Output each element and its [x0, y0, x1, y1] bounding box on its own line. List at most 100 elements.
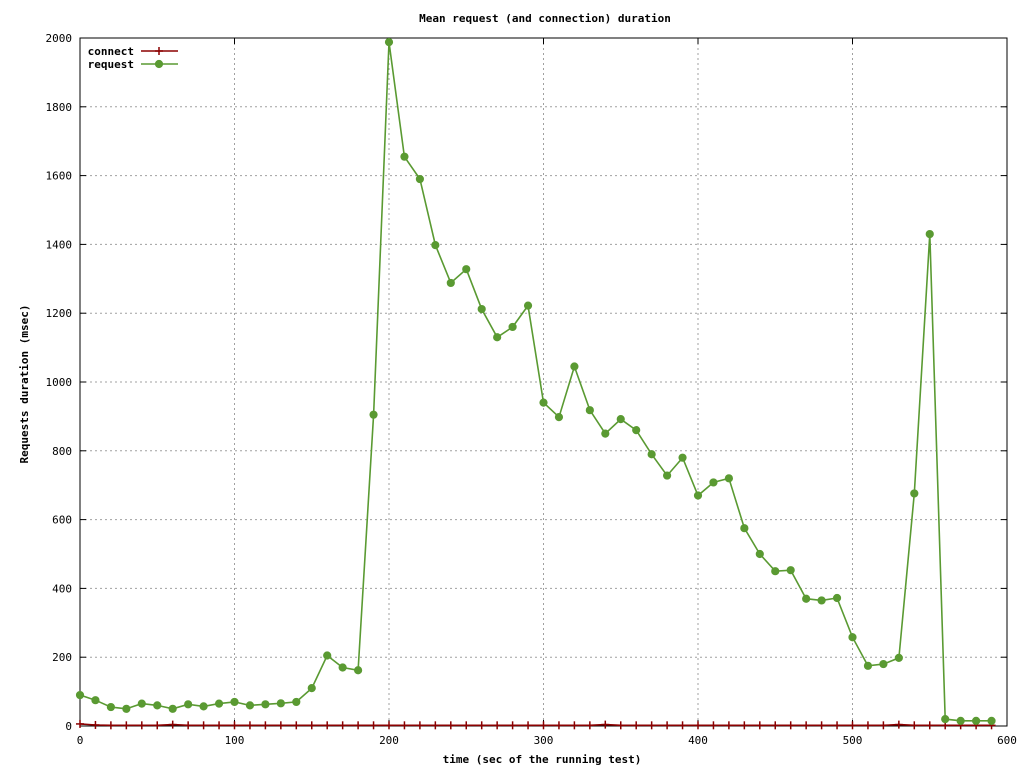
data-point-request: [972, 716, 981, 725]
data-point-connect: [446, 721, 455, 730]
data-point-request: [168, 704, 177, 713]
data-point-request: [709, 478, 718, 487]
series-layer: [75, 38, 996, 730]
data-point-request: [863, 661, 873, 670]
data-point-connect: [585, 721, 594, 730]
data-point-connect: [276, 721, 285, 730]
data-point-request: [554, 412, 564, 422]
data-point-request: [307, 684, 316, 693]
legend-label: request: [88, 58, 134, 71]
chart-title: Mean request (and connection) duration: [419, 12, 671, 25]
data-point-connect: [431, 721, 440, 730]
data-point-request: [106, 702, 116, 712]
x-tick-label: 400: [688, 734, 708, 747]
data-point-connect: [740, 721, 749, 730]
data-point-connect: [755, 721, 764, 730]
data-point-request: [75, 690, 85, 700]
data-point-connect: [369, 721, 378, 730]
data-point-connect: [601, 720, 610, 729]
data-point-request: [941, 715, 950, 724]
y-tick-label: 1400: [46, 238, 73, 251]
data-point-request: [570, 362, 579, 371]
data-point-request: [879, 659, 888, 669]
data-point-request: [925, 229, 934, 239]
data-point-connect: [199, 721, 208, 730]
data-point-request: [647, 450, 656, 459]
data-point-connect: [400, 721, 409, 730]
data-point-request: [678, 453, 687, 462]
data-point-request: [153, 701, 162, 710]
data-point-connect: [678, 721, 687, 730]
y-tick-label: 400: [52, 582, 72, 595]
data-point-request: [693, 491, 703, 500]
legend-item-request: request: [88, 58, 178, 71]
data-point-connect: [910, 721, 919, 730]
data-point-connect: [477, 721, 486, 730]
data-point-connect: [215, 721, 224, 730]
data-point-request: [786, 566, 795, 575]
y-tick-label: 1200: [46, 307, 73, 320]
plot-frame: [79, 37, 1008, 727]
data-point-connect: [122, 721, 131, 730]
data-point-connect: [709, 721, 718, 730]
y-tick-label: 2000: [46, 32, 73, 45]
data-point-connect: [508, 721, 517, 730]
data-point-request: [523, 301, 533, 310]
data-point-request: [415, 174, 424, 184]
data-point-request: [493, 333, 502, 342]
data-point-connect: [168, 720, 177, 729]
data-point-request: [848, 633, 857, 642]
data-point-connect: [647, 721, 656, 730]
data-point-connect: [724, 721, 733, 730]
data-point-request: [724, 474, 734, 483]
series-connect: [76, 719, 996, 730]
legend-marker: [155, 47, 163, 55]
data-point-connect: [879, 721, 888, 730]
x-axis-label: time (sec of the running test): [443, 753, 642, 766]
legend-label: connect: [88, 45, 134, 58]
series-request: [75, 38, 996, 725]
data-point-request: [817, 596, 826, 605]
series-line-request: [79, 41, 992, 722]
x-tick-label: 300: [534, 734, 554, 747]
data-point-request: [663, 471, 672, 480]
data-point-request: [91, 696, 100, 705]
x-tick-label: 500: [843, 734, 863, 747]
data-point-request: [802, 594, 811, 603]
data-point-request: [384, 38, 394, 47]
data-point-request: [245, 701, 255, 710]
data-point-connect: [338, 721, 347, 730]
data-point-connect: [137, 721, 146, 730]
data-point-connect: [863, 721, 872, 730]
data-point-request: [740, 524, 749, 533]
data-point-connect: [385, 721, 393, 730]
data-point-connect: [307, 721, 316, 730]
data-point-connect: [323, 721, 332, 730]
data-point-connect: [493, 721, 502, 730]
legend-item-connect: connect: [88, 45, 178, 58]
data-point-request: [894, 653, 903, 662]
data-point-request: [338, 663, 347, 672]
data-point-request: [292, 697, 301, 707]
data-point-connect: [261, 721, 270, 730]
data-point-connect: [462, 721, 471, 730]
data-point-connect: [925, 721, 934, 730]
data-point-connect: [415, 721, 424, 730]
data-point-request: [323, 651, 332, 660]
data-point-connect: [230, 721, 239, 730]
y-tick-label: 1000: [46, 376, 73, 389]
data-point-connect: [694, 721, 702, 730]
data-point-connect: [76, 719, 84, 728]
data-point-request: [214, 699, 224, 708]
data-point-request: [755, 549, 764, 559]
data-point-connect: [106, 721, 115, 730]
data-point-request: [354, 666, 363, 675]
data-point-connect: [354, 721, 363, 730]
data-point-request: [601, 429, 610, 438]
y-axis-label: Requests duration (msec): [18, 305, 31, 464]
data-point-request: [400, 152, 409, 161]
data-point-connect: [833, 721, 842, 730]
data-point-request: [369, 410, 378, 419]
data-point-connect: [524, 721, 533, 730]
